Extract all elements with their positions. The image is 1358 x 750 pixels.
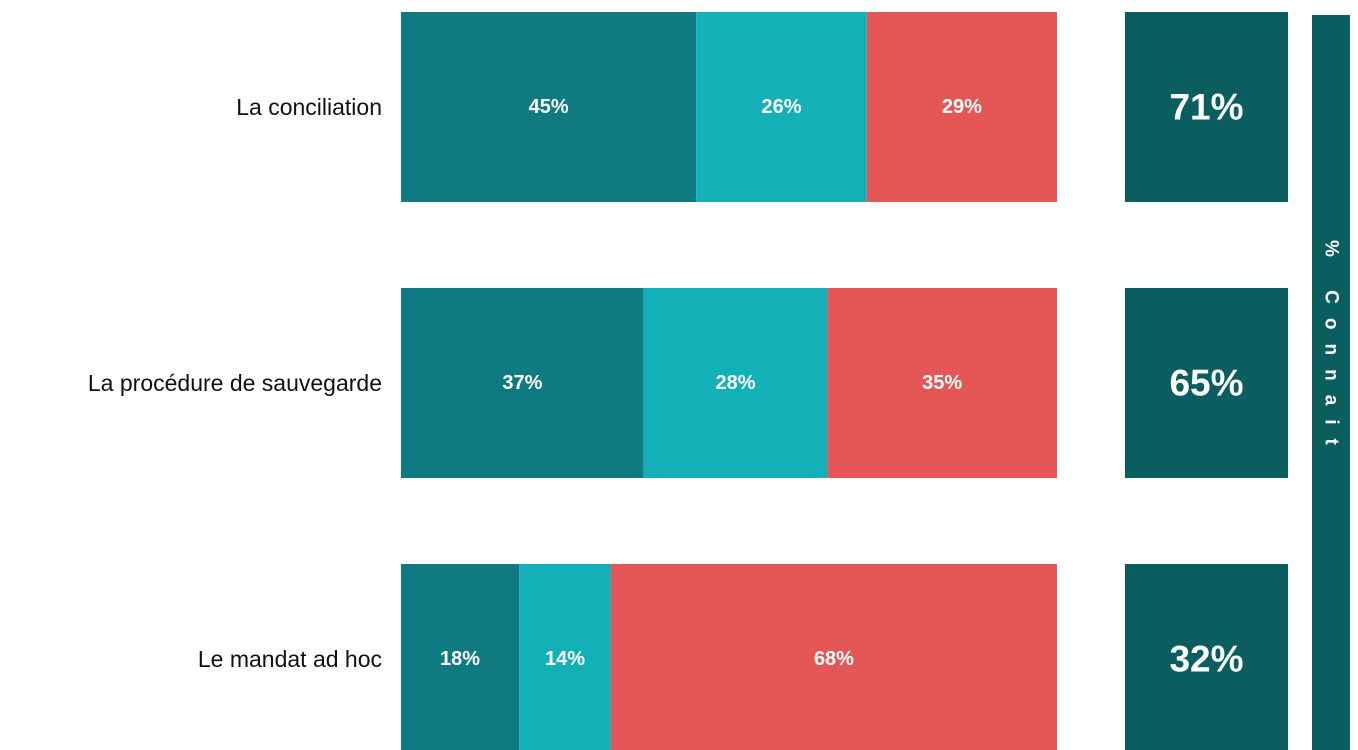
known-label: 32% [1169, 639, 1243, 680]
segment-label: 28% [716, 372, 756, 394]
bar-segment [401, 12, 697, 202]
segment-label: 68% [814, 648, 854, 670]
bar-segment [610, 564, 1057, 750]
bar-segment [643, 288, 828, 478]
segment-label: 45% [529, 96, 569, 118]
known-box [1125, 288, 1288, 478]
known-label: 65% [1169, 363, 1243, 404]
known-label: 71% [1169, 87, 1243, 128]
category-label: Le mandat ad hoc [198, 646, 382, 672]
segment-label: 18% [440, 648, 480, 670]
segment-label: 37% [502, 372, 542, 394]
bar-segment [696, 12, 867, 202]
known-box [1125, 12, 1288, 202]
side-panel [1312, 15, 1350, 750]
segment-label: 26% [761, 96, 801, 118]
category-label: La procédure de sauvegarde [88, 370, 382, 396]
bar-segment [866, 12, 1057, 202]
category-label: La conciliation [236, 94, 382, 120]
segment-label: 35% [922, 372, 962, 394]
known-box [1125, 564, 1288, 750]
bar-segment [827, 288, 1057, 478]
side-label: % Connait [1321, 240, 1342, 459]
segment-label: 14% [545, 648, 585, 670]
bar-segment [519, 564, 611, 750]
bar-segment [401, 288, 644, 478]
segment-label: 29% [942, 96, 982, 118]
bar-segment [401, 564, 520, 750]
